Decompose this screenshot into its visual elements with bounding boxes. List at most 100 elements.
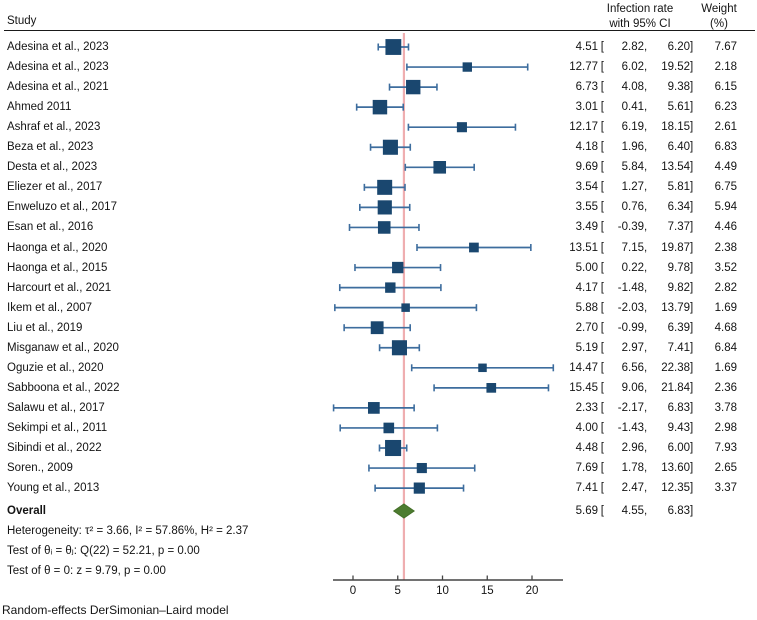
weight-value: 1.69 [714, 361, 737, 374]
ci-value-br: [ [600, 81, 604, 94]
ci-value-hi: 5.61 [667, 101, 690, 114]
ci-value-cm: , [644, 462, 648, 475]
effect-value-row: 6.73[4.08, 9.38] 6.15 [540, 78, 740, 96]
estimate-square [469, 242, 479, 253]
weight-value: 4.68 [714, 321, 737, 334]
weight-value: 5.94 [714, 201, 737, 214]
effect-value-row: 9.69[5.84, 13.54] 4.49 [540, 158, 740, 176]
estimate-square [382, 139, 398, 155]
ci-value-lo: 6.02 [621, 61, 644, 74]
ci-value-br: [ [600, 421, 604, 434]
ci-value-hi: 9.82 [667, 281, 690, 294]
ci-value-hi: 12.35 [661, 482, 690, 495]
ci-value-lo: 7.15 [621, 241, 644, 254]
ci-value-cl: ] [690, 121, 694, 134]
model-note: Random-effects DerSimonian–Laird model [2, 603, 229, 617]
ci-value-cm: , [644, 442, 648, 454]
study-label: Ahmed 2011 [7, 101, 72, 114]
ci-value-hi: 6.83 [667, 505, 690, 517]
estimate-square [433, 161, 447, 174]
effect-value-row: 7.41[2.47, 12.35] 3.37 [540, 479, 740, 497]
ci-value-cl: ] [690, 321, 694, 334]
ci-value-lo: 2.97 [621, 341, 644, 354]
ci-value-lo: 9.06 [621, 381, 644, 394]
overall-label: Overall [7, 505, 46, 517]
weight-value: 7.67 [714, 41, 737, 53]
ci-value-cl: ] [690, 361, 694, 374]
study-label: Ashraf et al., 2023 [7, 121, 101, 134]
ci-value-cm: , [644, 401, 648, 414]
ci-value-est: 3.49 [575, 221, 598, 234]
weight-value: 3.78 [714, 401, 737, 414]
ci-value-est: 6.73 [575, 81, 598, 94]
weight-value: 6.83 [714, 141, 737, 154]
column-header-weight-line1: Weight [701, 3, 737, 15]
effect-value-row: 4.18[1.96, 6.40] 6.83 [540, 138, 740, 156]
ci-value-lo: 0.22 [621, 261, 644, 274]
ci-value-est: 5.00 [575, 261, 598, 274]
ci-value-est: 9.69 [575, 161, 598, 174]
ci-value-est: 5.19 [575, 341, 598, 354]
ci-value-cm: , [644, 482, 648, 495]
ci-value-cm: , [644, 341, 648, 354]
effect-value-row: 14.47[6.56, 22.38] 1.69 [540, 359, 740, 377]
ci-value-cm: , [644, 101, 648, 114]
ci-value-hi: 6.39 [667, 321, 690, 334]
ci-value-hi: 6.34 [667, 201, 690, 214]
ci-value-cm: , [644, 361, 648, 374]
study-label: Beza et al., 2023 [7, 141, 94, 154]
effect-value-row: 13.51[7.15, 19.87] 2.38 [540, 239, 740, 257]
ci-value-est: 4.18 [575, 141, 598, 154]
ci-value-cm: , [644, 121, 648, 134]
ci-value-cm: , [644, 505, 648, 517]
ci-value-est: 7.41 [575, 482, 598, 495]
effect-value-row: 12.77[6.02, 19.52] 2.18 [540, 58, 740, 76]
ci-value-cm: , [644, 181, 648, 194]
estimate-square [367, 402, 380, 414]
ci-value-br: [ [600, 241, 604, 254]
effect-value-row: 3.49[-0.39, 7.37] 4.46 [540, 218, 740, 236]
ci-value-cm: , [644, 221, 648, 234]
study-label: Soren., 2009 [7, 462, 73, 475]
ci-value-cm: , [644, 321, 648, 334]
estimate-square [385, 39, 402, 55]
weight-value: 6.15 [714, 81, 737, 94]
weight-value: 4.46 [714, 221, 737, 234]
effect-value-row: 4.00[-1.43, 9.43] 2.98 [540, 419, 740, 437]
ci-value-est: 5.88 [575, 301, 598, 314]
ci-value-cl: ] [690, 221, 694, 234]
ci-value-cl: ] [690, 241, 694, 254]
ci-value-hi: 6.20 [667, 41, 690, 53]
effect-value-row: 7.69[1.78, 13.60] 2.65 [540, 459, 740, 477]
ci-value-br: [ [600, 101, 604, 114]
ci-value-cl: ] [690, 61, 694, 74]
ci-value-hi: 9.38 [667, 81, 690, 94]
ci-value-hi: 19.87 [661, 241, 690, 254]
study-label: Enweluzo et al., 2017 [7, 201, 117, 214]
column-header-study: Study [7, 15, 37, 27]
ci-value-est: 3.01 [575, 101, 598, 114]
ci-value-cm: , [644, 381, 648, 394]
weight-value: 2.38 [714, 241, 737, 254]
ci-value-cl: ] [690, 201, 694, 214]
ci-value-lo: 0.76 [621, 201, 644, 214]
estimate-square [372, 99, 388, 115]
effect-value-row: 4.51[2.82, 6.20] 7.67 [540, 38, 740, 56]
ci-value-lo: 4.08 [621, 81, 644, 94]
estimate-square [391, 340, 407, 356]
estimate-square [383, 422, 395, 434]
study-label: Adesina et al., 2021 [7, 81, 109, 94]
ci-value-est: 5.69 [575, 505, 598, 517]
weight-value: 2.36 [714, 381, 737, 394]
ci-value-lo: 5.84 [621, 161, 644, 174]
ci-value-hi: 18.15 [661, 121, 690, 134]
estimate-square [416, 462, 427, 474]
ci-value-lo: 1.27 [621, 181, 644, 194]
heterogeneity-stats: Heterogeneity: τ² = 3.66, I² = 57.86%, H… [7, 525, 249, 537]
ci-value-est: 15.45 [569, 381, 598, 394]
weight-value: 2.18 [714, 61, 737, 74]
study-label: Ikem et al., 2007 [7, 301, 93, 314]
estimate-square [406, 79, 421, 95]
study-label: Desta et al., 2023 [7, 161, 98, 174]
